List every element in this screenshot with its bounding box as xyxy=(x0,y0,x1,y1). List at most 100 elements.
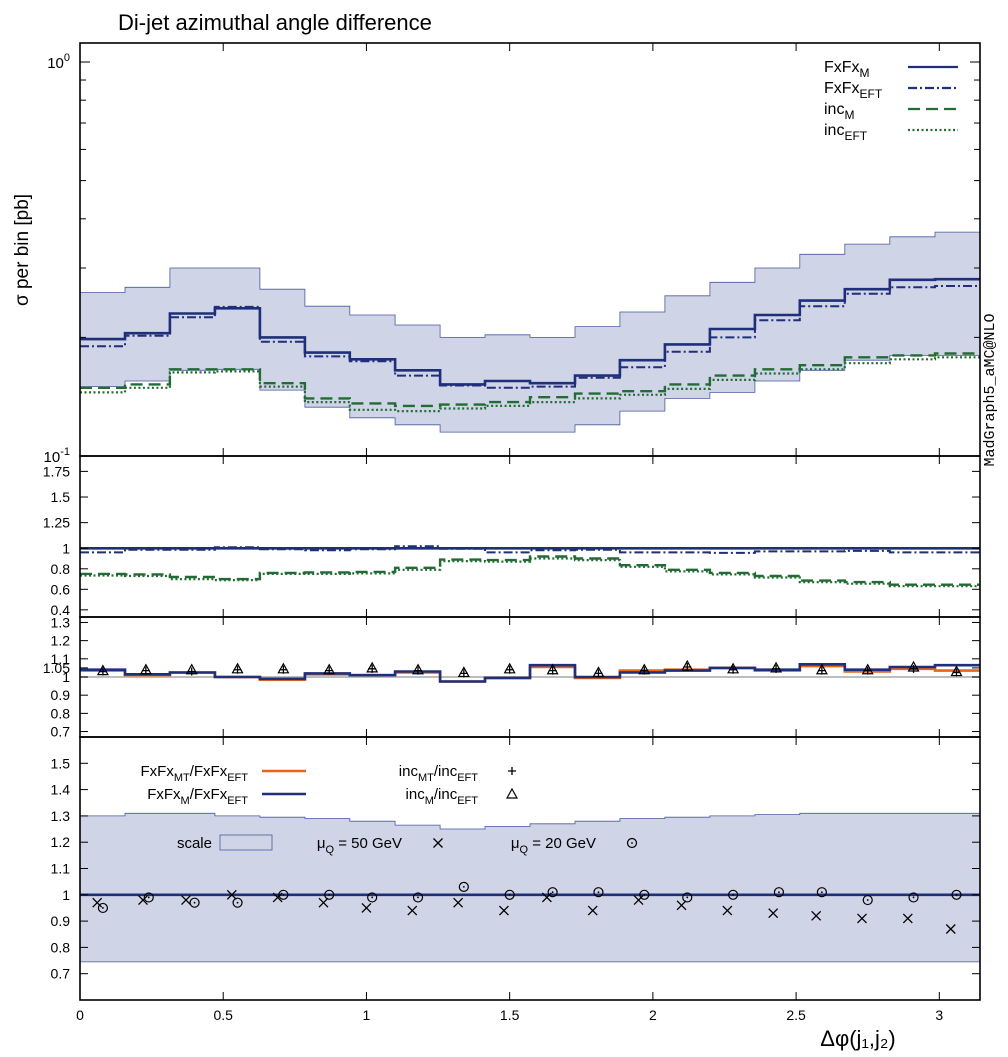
ratio3-marker-circle-dot xyxy=(508,893,511,896)
plot-layer: 10-1100FxFxMFxFxEFTincMincEFT0.40.60.811… xyxy=(43,42,981,1023)
x-tick-label: 0.5 xyxy=(213,1007,233,1023)
ratio1-ytick-label: 0.8 xyxy=(51,561,71,577)
main-band-upper-edge xyxy=(80,231,980,338)
watermark: MadGraph5_aMC@NLO xyxy=(982,313,999,466)
x-tick-label: 2 xyxy=(649,1007,657,1023)
ratio3-marker-circle xyxy=(593,887,604,898)
ratio3-marker-circle xyxy=(504,889,515,900)
ratio3-marker-circle xyxy=(547,887,558,898)
ratio3-marker-circle-dot xyxy=(236,901,239,904)
ratio2-marker-triangle xyxy=(139,663,152,675)
ratio3-marker-circle-dot xyxy=(955,893,958,896)
legend-ratio3-scale-label: scale xyxy=(177,835,212,852)
ratio3-marker-cross xyxy=(272,892,283,903)
x-axis-label: Δφ(j₁,j₂) xyxy=(820,1026,895,1051)
x-tick-label: 1.5 xyxy=(500,1007,520,1023)
ratio3-ytick-label: 1.2 xyxy=(51,834,71,850)
ratio2-ytick-label: 1.1 xyxy=(51,651,71,667)
main-ytick-label-1: 100 xyxy=(47,52,70,72)
legend-ratio3-symbol-2-dot xyxy=(631,842,633,844)
ratio3-marker-cross xyxy=(92,897,103,908)
main-series-fxfx-m xyxy=(80,277,980,386)
ratio2-ytick-label: 1.2 xyxy=(51,633,71,649)
ratio3-marker-circle xyxy=(278,889,289,900)
ratio2-marker-triangle xyxy=(907,660,920,672)
legend-ratio2-label-3: incM/incEFT xyxy=(406,786,479,807)
legend-ratio2-label-1: FxFxM/FxFxEFT xyxy=(147,786,248,807)
ratio3-marker-circle-dot xyxy=(820,891,823,894)
ratio3-marker-circle-dot xyxy=(778,891,780,894)
x-tick-label: 2.5 xyxy=(786,1007,806,1023)
ratio3-marker-circle-dot xyxy=(102,907,104,909)
legend-ratio3-symbol-2 xyxy=(626,837,638,849)
ratio3-marker-circle xyxy=(367,892,378,903)
ratio2-marker-triangle xyxy=(323,663,336,675)
ratio3-marker-cross xyxy=(361,902,372,913)
ratio3-marker-circle-dot xyxy=(912,896,915,899)
ratio3-marker-cross xyxy=(676,900,687,911)
legend-main-label-2: incM xyxy=(824,101,854,122)
ratio3-marker-circle xyxy=(97,902,109,914)
ratio3-marker-cross xyxy=(945,924,956,934)
chart-title: Di-jet azimuthal angle difference xyxy=(118,10,432,35)
legend-main-label-0: FxFxM xyxy=(824,59,870,80)
ratio3-marker-circle-dot xyxy=(193,901,196,904)
x-tick-label: 3 xyxy=(935,1007,943,1023)
ratio3-marker-circle-dot xyxy=(551,891,554,894)
ratio2-marker-triangle xyxy=(681,659,694,671)
main-ylabel: σ per bin [pb] xyxy=(12,194,33,306)
ratio3-marker-circle-dot xyxy=(686,896,689,899)
ratio2-marker-triangle xyxy=(770,661,783,673)
ratio3-marker-circle-dot xyxy=(462,886,465,888)
legend-ratio3-label-1: μQ = 50 GeV xyxy=(317,835,402,856)
ratio2-ytick-label: 0.7 xyxy=(51,724,71,740)
ratio3-ytick-label: 1.4 xyxy=(51,782,71,798)
ratio3-marker-cross xyxy=(318,897,329,908)
ratio1-ytick-label: 1.75 xyxy=(43,463,70,479)
ratio3-scale-band xyxy=(80,813,980,962)
ratio3-marker-circle xyxy=(951,889,962,900)
ratio2-marker-triangle xyxy=(727,662,740,674)
ratio3-marker-circle-dot xyxy=(371,896,374,899)
ratio3-marker-cross xyxy=(768,908,779,919)
ratio3-marker-circle xyxy=(773,887,785,898)
ratio1-ytick-label: 1 xyxy=(62,540,70,556)
ratio3-marker-circle-dot xyxy=(597,891,600,894)
ratio3-marker-cross xyxy=(407,905,418,916)
ratio3-ytick-label: 1 xyxy=(62,887,70,903)
ratio2-ytick-label: 1 xyxy=(62,669,70,685)
ratio3-marker-circle xyxy=(727,889,739,900)
ratio3-ytick-label: 0.9 xyxy=(51,913,71,929)
ratio3-marker-cross xyxy=(181,895,191,906)
legend-ratio3-label-2: μQ = 20 GeV xyxy=(511,835,596,856)
ratio3-marker-circle-dot xyxy=(417,896,419,899)
ratio1-series-fxfx-eft xyxy=(80,545,980,554)
ratio3-marker-cross xyxy=(453,897,464,908)
ratio3-marker-cross xyxy=(498,905,509,916)
ratio1-ytick-label: 0.6 xyxy=(51,581,71,597)
ratio2-marker-triangle xyxy=(950,665,963,677)
ratio3-marker-circle xyxy=(324,889,335,900)
legend-ratio3-band-swatch xyxy=(219,834,273,851)
ratio3-marker-circle xyxy=(816,887,827,898)
ratio3-marker-cross xyxy=(857,913,867,924)
ratio3-marker-circle-dot xyxy=(282,893,285,896)
ratio3-ytick-label: 1.3 xyxy=(51,808,71,824)
legend-ratio2-symbol-2 xyxy=(508,767,516,775)
x-tick-label: 0 xyxy=(76,1007,84,1023)
ratio3-band-upper-edge xyxy=(80,812,980,830)
ratio3-marker-circle-dot xyxy=(643,893,646,896)
ratio3-marker-circle xyxy=(908,892,919,903)
ratio2-marker-triangle xyxy=(546,663,559,675)
ratio3-marker-circle xyxy=(143,892,154,903)
ratio1-frame xyxy=(79,455,981,618)
ratio3-marker-circle-dot xyxy=(147,896,150,899)
legend-ratio2-symbol-3 xyxy=(505,787,519,799)
ratio2-marker-triangle xyxy=(638,663,651,675)
ratio3-marker-cross xyxy=(633,895,644,906)
ratio2-ytick-label: 0.8 xyxy=(51,705,71,721)
ratio3-marker-circle-dot xyxy=(866,899,869,901)
main-series-inc-eft xyxy=(80,356,980,413)
ratio2-marker-triangle xyxy=(503,662,516,674)
